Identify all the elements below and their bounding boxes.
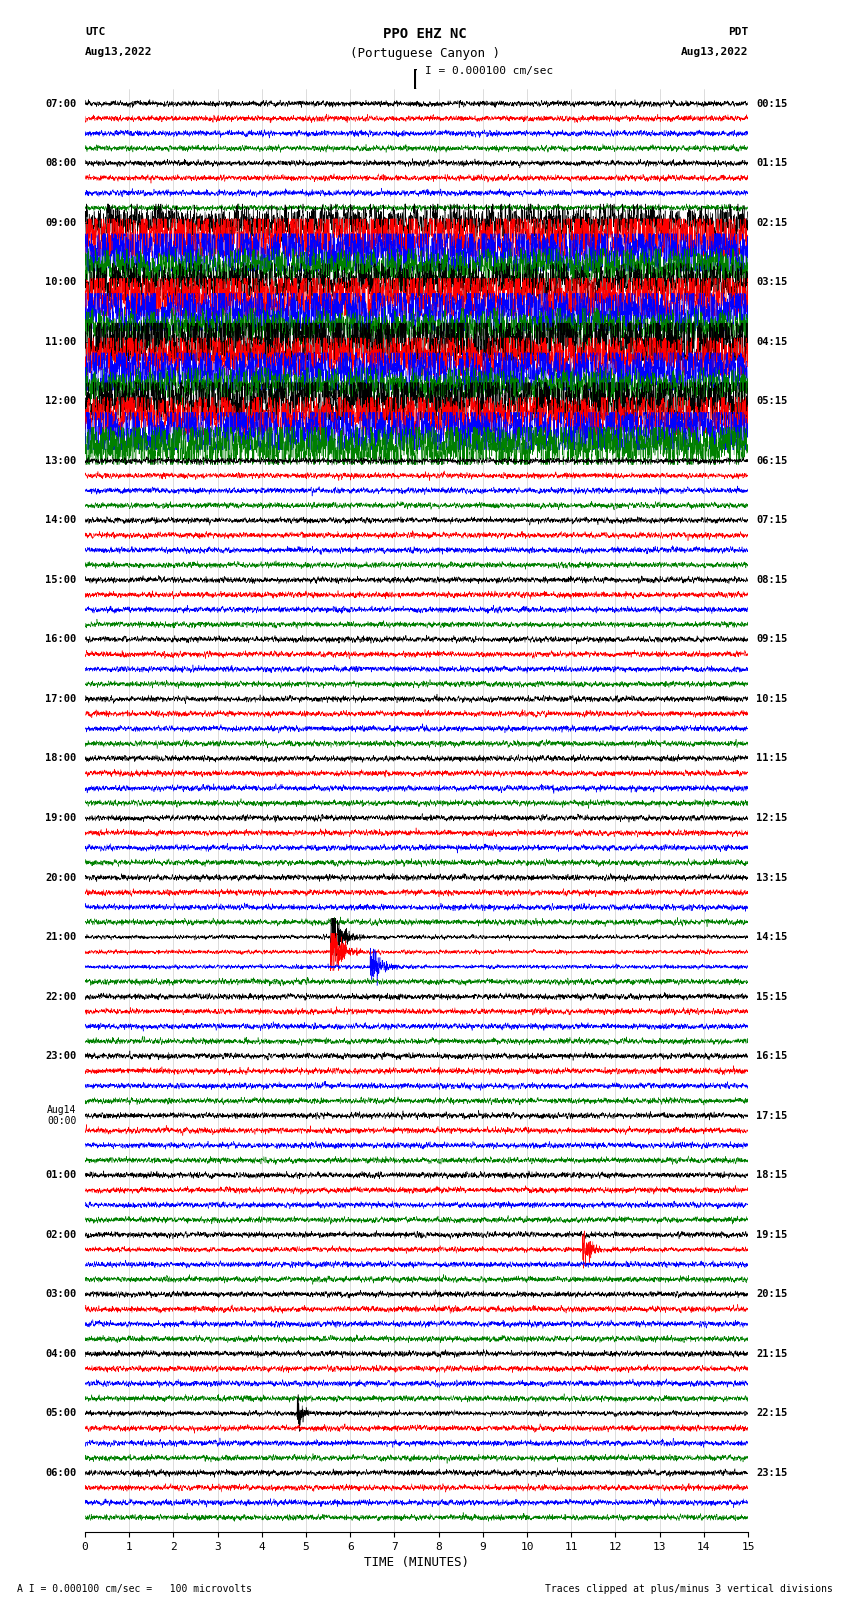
Text: 03:15: 03:15 bbox=[756, 277, 788, 287]
Text: 23:15: 23:15 bbox=[756, 1468, 788, 1478]
Text: 17:15: 17:15 bbox=[756, 1111, 788, 1121]
Text: 11:00: 11:00 bbox=[45, 337, 76, 347]
Text: PDT: PDT bbox=[728, 27, 748, 37]
Text: 01:00: 01:00 bbox=[45, 1169, 76, 1181]
Text: 17:00: 17:00 bbox=[45, 694, 76, 703]
Text: 19:15: 19:15 bbox=[756, 1229, 788, 1240]
Text: 14:15: 14:15 bbox=[756, 932, 788, 942]
Text: 04:00: 04:00 bbox=[45, 1348, 76, 1358]
Text: 06:15: 06:15 bbox=[756, 456, 788, 466]
Text: I = 0.000100 cm/sec: I = 0.000100 cm/sec bbox=[425, 66, 553, 76]
Text: 22:00: 22:00 bbox=[45, 992, 76, 1002]
Text: 12:00: 12:00 bbox=[45, 397, 76, 406]
Text: 07:00: 07:00 bbox=[45, 98, 76, 108]
Text: Aug14
00:00: Aug14 00:00 bbox=[48, 1105, 76, 1126]
Text: 22:15: 22:15 bbox=[756, 1408, 788, 1418]
Text: 08:00: 08:00 bbox=[45, 158, 76, 168]
Text: 02:15: 02:15 bbox=[756, 218, 788, 227]
Text: 11:15: 11:15 bbox=[756, 753, 788, 763]
Text: 16:15: 16:15 bbox=[756, 1052, 788, 1061]
Text: 12:15: 12:15 bbox=[756, 813, 788, 823]
Text: PPO EHZ NC: PPO EHZ NC bbox=[383, 27, 467, 42]
Text: 16:00: 16:00 bbox=[45, 634, 76, 644]
Text: 13:00: 13:00 bbox=[45, 456, 76, 466]
Text: A I = 0.000100 cm/sec =   100 microvolts: A I = 0.000100 cm/sec = 100 microvolts bbox=[17, 1584, 252, 1594]
Text: 01:15: 01:15 bbox=[756, 158, 788, 168]
Text: 10:00: 10:00 bbox=[45, 277, 76, 287]
Text: 15:15: 15:15 bbox=[756, 992, 788, 1002]
Text: 15:00: 15:00 bbox=[45, 574, 76, 586]
Text: Traces clipped at plus/minus 3 vertical divisions: Traces clipped at plus/minus 3 vertical … bbox=[545, 1584, 833, 1594]
X-axis label: TIME (MINUTES): TIME (MINUTES) bbox=[364, 1557, 469, 1569]
Text: 08:15: 08:15 bbox=[756, 574, 788, 586]
Text: 05:15: 05:15 bbox=[756, 397, 788, 406]
Text: 20:00: 20:00 bbox=[45, 873, 76, 882]
Text: (Portuguese Canyon ): (Portuguese Canyon ) bbox=[350, 47, 500, 60]
Text: 18:15: 18:15 bbox=[756, 1169, 788, 1181]
Text: 07:15: 07:15 bbox=[756, 515, 788, 526]
Text: 13:15: 13:15 bbox=[756, 873, 788, 882]
Text: 04:15: 04:15 bbox=[756, 337, 788, 347]
Text: 14:00: 14:00 bbox=[45, 515, 76, 526]
Text: 18:00: 18:00 bbox=[45, 753, 76, 763]
Text: 19:00: 19:00 bbox=[45, 813, 76, 823]
Text: 05:00: 05:00 bbox=[45, 1408, 76, 1418]
Text: Aug13,2022: Aug13,2022 bbox=[85, 47, 152, 56]
Text: Aug13,2022: Aug13,2022 bbox=[681, 47, 748, 56]
Text: 00:15: 00:15 bbox=[756, 98, 788, 108]
Text: UTC: UTC bbox=[85, 27, 105, 37]
Text: 21:15: 21:15 bbox=[756, 1348, 788, 1358]
Text: 23:00: 23:00 bbox=[45, 1052, 76, 1061]
Text: 03:00: 03:00 bbox=[45, 1289, 76, 1298]
Text: 09:15: 09:15 bbox=[756, 634, 788, 644]
Text: 02:00: 02:00 bbox=[45, 1229, 76, 1240]
Text: 21:00: 21:00 bbox=[45, 932, 76, 942]
Text: 10:15: 10:15 bbox=[756, 694, 788, 703]
Text: 20:15: 20:15 bbox=[756, 1289, 788, 1298]
Text: 06:00: 06:00 bbox=[45, 1468, 76, 1478]
Text: 09:00: 09:00 bbox=[45, 218, 76, 227]
